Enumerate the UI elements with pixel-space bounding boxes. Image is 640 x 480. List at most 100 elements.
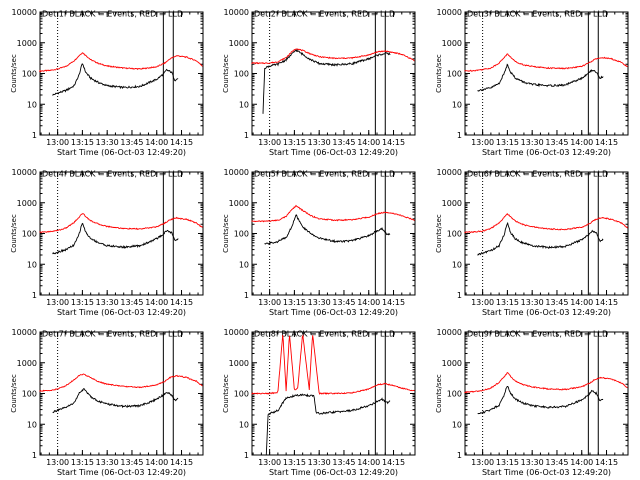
x-tick-label: 14:15 <box>382 138 405 147</box>
y-tick-label: 1000 <box>229 199 249 208</box>
y-tick-label: 10 <box>239 260 249 269</box>
events-series-line <box>52 388 179 414</box>
x-tick-label: 13:00 <box>471 298 494 307</box>
events-series-line <box>477 386 604 415</box>
y-tick-label: 100 <box>447 70 462 79</box>
x-tick-label: 13:30 <box>308 138 331 147</box>
y-tick-label: 10000 <box>12 168 37 177</box>
x-tick-label: 14:00 <box>145 298 168 307</box>
chart-title: Det 1f BLACK = Events, RED = LLD <box>42 10 183 19</box>
x-tick-label: 14:00 <box>357 298 380 307</box>
x-tick-label: 13:00 <box>46 138 69 147</box>
y-tick-label: 10000 <box>12 8 37 17</box>
y-tick-label: 1000 <box>17 199 37 208</box>
x-tick-label: 13:15 <box>71 138 94 147</box>
x-tick-label: 13:45 <box>545 138 568 147</box>
y-tick-label: 100 <box>234 70 249 79</box>
y-tick-label: 1 <box>32 131 37 140</box>
y-tick-label: 1 <box>244 131 249 140</box>
events-series-line <box>52 222 179 255</box>
y-tick-label: 1 <box>457 131 462 140</box>
x-tick-label: 13:30 <box>308 298 331 307</box>
y-tick-label: 1 <box>457 291 462 300</box>
x-tick-label: 14:00 <box>145 138 168 147</box>
events-series-line <box>264 214 391 246</box>
x-tick-label: 14:15 <box>170 138 193 147</box>
y-tick-label: 10000 <box>12 328 37 337</box>
y-tick-label: 1000 <box>17 39 37 48</box>
x-tick-label: 13:45 <box>545 458 568 467</box>
x-tick-label: 13:00 <box>258 458 281 467</box>
y-tick-label: 1000 <box>442 39 462 48</box>
chart-panel-3: Det 3f BLACK = Events, RED = LLD 1 10 100 10… <box>435 8 629 157</box>
y-axis-label: Counts/sec <box>222 214 230 253</box>
plot-frame <box>39 11 204 136</box>
plot-frame <box>464 11 629 136</box>
x-tick-label: 14:15 <box>382 458 405 467</box>
y-tick-label: 100 <box>447 390 462 399</box>
x-tick-label: 13:15 <box>283 298 306 307</box>
y-tick-label: 100 <box>22 230 37 239</box>
y-tick-label: 10 <box>27 260 37 269</box>
chart-title: Det 9f BLACK = Events, RED = LLD <box>467 330 608 339</box>
events-series-line <box>477 221 604 256</box>
plot-frame <box>39 331 204 456</box>
y-tick-label: 1 <box>457 451 462 460</box>
x-tick-label: 13:15 <box>283 458 306 467</box>
x-tick-label: 14:15 <box>170 298 193 307</box>
chart-title: Det 3f BLACK = Events, RED = LLD <box>467 10 608 19</box>
x-tick-label: 13:15 <box>496 138 519 147</box>
x-tick-label: 14:00 <box>145 458 168 467</box>
lld-series-line <box>464 212 628 234</box>
x-tick-label: 13:00 <box>471 138 494 147</box>
x-tick-label: 13:30 <box>308 458 331 467</box>
plot-frame <box>39 171 204 296</box>
y-tick-label: 1 <box>32 291 37 300</box>
y-tick-label: 100 <box>447 230 462 239</box>
y-tick-label: 100 <box>234 390 249 399</box>
y-axis-label: Counts/sec <box>222 54 230 93</box>
y-tick-label: 10 <box>452 420 462 429</box>
chart-panel-2: Det 2f BLACK = Events, RED = LLD 1 10 100 10… <box>222 8 416 157</box>
y-tick-label: 10000 <box>437 328 462 337</box>
x-tick-label: 13:30 <box>521 138 544 147</box>
x-tick-label: 14:15 <box>595 138 618 147</box>
y-tick-label: 10000 <box>224 8 249 17</box>
chart-panel-6: Det 6f BLACK = Events, RED = LLD 1 10 100 10… <box>435 168 629 317</box>
x-tick-label: 13:00 <box>471 458 494 467</box>
chart-title: Det 7f BLACK = Events, RED = LLD <box>42 330 183 339</box>
x-tick-label: 14:15 <box>382 298 405 307</box>
x-tick-label: 14:00 <box>357 458 380 467</box>
chart-panel-1: Det 1f BLACK = Events, RED = LLD 1 10 100 10… <box>10 8 204 157</box>
y-tick-label: 10 <box>452 260 462 269</box>
x-axis-label: Start Time (06-Oct-03 12:49:20) <box>269 308 398 317</box>
y-tick-label: 1 <box>244 451 249 460</box>
chart-title: Det 4f BLACK = Events, RED = LLD <box>42 170 183 179</box>
y-axis-label: Counts/sec <box>222 374 230 413</box>
lld-series-line <box>251 48 415 65</box>
x-tick-label: 14:00 <box>570 138 593 147</box>
y-tick-label: 1000 <box>229 359 249 368</box>
x-tick-label: 13:30 <box>521 458 544 467</box>
y-tick-label: 1000 <box>17 359 37 368</box>
x-axis-label: Start Time (06-Oct-03 12:49:20) <box>57 308 186 317</box>
y-tick-label: 1000 <box>442 359 462 368</box>
x-tick-label: 13:00 <box>258 298 281 307</box>
events-series-line <box>477 63 604 92</box>
y-tick-label: 100 <box>234 230 249 239</box>
y-tick-label: 1 <box>32 451 37 460</box>
y-tick-label: 100 <box>22 390 37 399</box>
y-tick-label: 100 <box>22 70 37 79</box>
events-series-line <box>262 49 391 114</box>
plot-frame <box>464 331 629 456</box>
y-tick-label: 1000 <box>229 39 249 48</box>
x-axis-label: Start Time (06-Oct-03 12:49:20) <box>482 308 611 317</box>
x-tick-label: 13:45 <box>332 298 355 307</box>
chart-title: Det 2f BLACK = Events, RED = LLD <box>254 10 395 19</box>
y-tick-label: 10000 <box>437 8 462 17</box>
x-tick-label: 14:15 <box>595 458 618 467</box>
x-tick-label: 13:30 <box>96 138 119 147</box>
x-tick-label: 13:15 <box>71 298 94 307</box>
y-tick-label: 10 <box>27 420 37 429</box>
chart-panel-4: Det 4f BLACK = Events, RED = LLD 1 10 100 10… <box>10 168 204 317</box>
